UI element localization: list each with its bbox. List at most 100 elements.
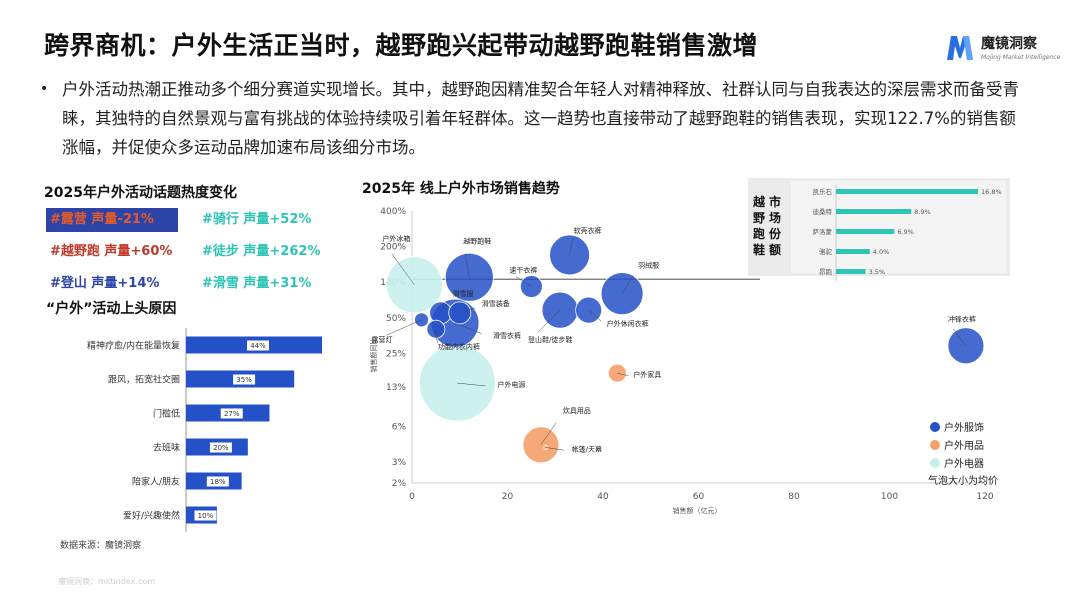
- y-tick-label: 3%: [392, 458, 407, 468]
- bubble-size-note: 气泡大小为均价: [928, 474, 998, 487]
- legend-label: 户外用品: [944, 439, 984, 452]
- share-bar-chart: 越野跑鞋市场份额市场份额越野跑鞋凯乐石16.8%迪桑特8.9%萨洛蒙6.9%骆驼…: [748, 178, 1010, 281]
- bubble-leader: [540, 422, 557, 446]
- bar-value-label: 10%: [198, 512, 214, 520]
- y-tick-label: 13%: [386, 383, 406, 393]
- share-bar: [836, 189, 978, 194]
- share-value-label: 8.9%: [914, 208, 931, 216]
- bubble-label: 户外电源: [497, 380, 525, 389]
- bar-value-bg: [194, 510, 217, 521]
- bar-category-label: 跟风，拓宽社交圈: [108, 374, 180, 386]
- reasons-bar-chart: 精神疗愈/内在能量恢复 44% 跟风，拓宽社交圈 35% 门槛低 27% 去班味 20% 陪家人…: [87, 328, 322, 532]
- page-title: 跨界商机：户外生活正当时，越野跑兴起带动越野跑鞋销售激增: [44, 31, 759, 60]
- topic-tag: #滑雪 声量+31%: [202, 276, 312, 291]
- summary-paragraph: 户外活动热潮正推动多个细分赛道实现增长。其中，越野跑因精准契合年轻人对精神释放、…: [62, 80, 1019, 157]
- share-bar: [836, 249, 870, 254]
- sales-bubble-chart: 2025年 线上户外市场销售趋势400%200%100%50%25%13%6%3…: [362, 180, 998, 515]
- y-axis-title: 销售额同比: [369, 338, 378, 373]
- y-tick-label: 400%: [380, 207, 406, 217]
- topic-tag: #露营 声量-21%: [46, 208, 178, 232]
- bubble-label: 冲锋衣裤: [948, 315, 976, 324]
- brand-logo: 魔镜洞察 Mojing Market Intelligence: [945, 32, 1060, 62]
- bubble-label: 滑雪服: [453, 289, 474, 298]
- share-chart-title: 越野跑鞋市场份额市场份额越野跑鞋: [752, 194, 782, 257]
- bubble-label: 登山鞋/徒步鞋: [528, 335, 572, 344]
- share-title-char: 鞋: [753, 242, 765, 257]
- y-tick-label: 200%: [380, 243, 406, 253]
- bubble-leader: [617, 372, 629, 377]
- bullet-dot: •: [40, 81, 49, 97]
- bar-value-label: 35%: [236, 376, 252, 384]
- x-tick-label: 20: [502, 492, 514, 502]
- legend-label: 户外服饰: [944, 421, 984, 434]
- bubble-label: 羽绒服: [638, 261, 659, 270]
- share-category-label: 迪桑特: [813, 207, 833, 216]
- bubble-label: 软壳衣裤: [574, 226, 602, 235]
- bubble-leader: [545, 447, 564, 451]
- share-value-label: 6.9%: [897, 228, 914, 236]
- bubble-leader: [457, 382, 486, 387]
- bubble-label: 滑雪衣裤: [493, 331, 521, 340]
- bubble-label: 帐篷/天幕: [572, 444, 602, 453]
- x-tick-label: 100: [881, 492, 898, 502]
- bubble-leader: [440, 300, 450, 314]
- share-value-label: 4.0%: [873, 248, 890, 256]
- share-title-char: 额: [769, 242, 781, 257]
- topic-tag: #越野跑 声量+60%: [50, 244, 173, 259]
- share-category-label: 凯乐石: [813, 187, 833, 196]
- share-title-char: 份: [769, 226, 782, 241]
- bar-category-label: 爱好/兴趣使然: [123, 510, 180, 522]
- bubble-label: 越野跑鞋: [463, 236, 491, 245]
- share-category-label: 骆驼: [819, 247, 833, 256]
- bubble-leader: [391, 253, 415, 285]
- bubble-leader: [386, 319, 422, 336]
- bubble-label: 滑雪装备: [482, 299, 510, 308]
- bar-category-label: 去班味: [153, 442, 180, 454]
- x-tick-label: 120: [976, 492, 993, 502]
- share-bar: [836, 209, 912, 214]
- bubble-leader: [569, 239, 573, 255]
- bubble-label: 户外休闲衣裤: [607, 319, 649, 328]
- bubble-label: 户外家具: [633, 370, 661, 379]
- y-tick-label: 2%: [392, 479, 407, 489]
- x-tick-label: 0: [409, 492, 415, 502]
- bar-value-bg: [247, 340, 269, 351]
- bubble-leader: [588, 309, 602, 322]
- logo-icon: [947, 36, 973, 60]
- topic-tags: #露营 声量-21% #骑行 声量+52% #越野跑 声量+60% #徒步 声量…: [46, 208, 324, 296]
- topics-title: 2025年户外活动话题热度变化: [44, 185, 237, 201]
- reasons-title: “户外”活动上头原因: [46, 301, 177, 317]
- topic-tag: #骑行 声量+52%: [202, 212, 312, 227]
- x-tick-label: 60: [693, 492, 705, 502]
- bubble-label: 户外冰箱: [382, 234, 410, 243]
- topic-tag: #徒步 声量+262%: [202, 244, 321, 259]
- bar-value-bg: [209, 442, 232, 453]
- legend-label: 户外电器: [944, 457, 984, 470]
- legend-marker: [930, 440, 940, 450]
- share-title-char: 市: [769, 194, 781, 209]
- share-category-label: 萨洛蒙: [813, 227, 833, 236]
- bubble-leader: [621, 275, 634, 294]
- bubble-label: 炊具用品: [563, 406, 591, 415]
- bubble-leader: [953, 328, 967, 346]
- bar-value-label: 18%: [210, 478, 226, 486]
- bubble-chart-title: 2025年 线上户外市场销售趋势: [362, 180, 560, 197]
- share-value-label: 16.8%: [981, 188, 1002, 196]
- legend-marker: [930, 422, 940, 432]
- y-tick-label: 25%: [386, 349, 406, 359]
- bar-value-bg: [233, 374, 256, 385]
- share-bar: [836, 269, 866, 274]
- y-tick-label: 6%: [392, 423, 407, 433]
- legend-marker: [930, 458, 940, 468]
- share-title-char: 越: [752, 194, 766, 209]
- bubble-leader: [454, 322, 482, 334]
- bubble-label: 速干衣裤: [509, 265, 537, 274]
- bar-value-bg: [206, 476, 229, 487]
- topic-tag: #登山 声量+14%: [50, 276, 160, 291]
- bar-value-bg: [220, 408, 243, 419]
- share-title-char: 跑: [753, 226, 765, 241]
- bubble-label: 功能内衣内裤: [438, 342, 480, 351]
- bar-value-label: 27%: [224, 410, 240, 418]
- share-category-label: 昂跑: [819, 267, 833, 276]
